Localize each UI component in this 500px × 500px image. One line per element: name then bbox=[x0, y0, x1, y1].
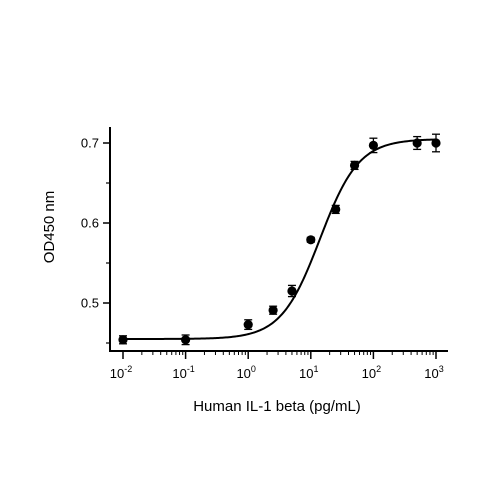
data-points bbox=[118, 138, 441, 345]
data-point bbox=[431, 138, 441, 148]
fit-curve-group bbox=[123, 138, 437, 340]
x-tick-label: 103 bbox=[424, 364, 443, 381]
x-tick-base: 10 bbox=[424, 366, 438, 381]
data-point bbox=[118, 335, 128, 345]
x-tick-exponent: 1 bbox=[314, 364, 319, 374]
data-point bbox=[412, 138, 422, 148]
data-point bbox=[243, 320, 253, 330]
x-tick-exponent: -1 bbox=[187, 364, 195, 374]
x-tick-label: 10-2 bbox=[110, 364, 132, 381]
x-tick-base: 10 bbox=[110, 366, 124, 381]
y-tick-label: 0.5 bbox=[81, 296, 99, 311]
tick-labels: 0.50.60.710-2 10-1 100 101 102 103 bbox=[81, 136, 444, 382]
y-tick-label: 0.6 bbox=[81, 216, 99, 231]
data-point bbox=[306, 235, 316, 245]
data-point bbox=[349, 160, 360, 170]
data-point bbox=[268, 305, 278, 315]
x-tick-label: 101 bbox=[299, 364, 318, 381]
error-bars bbox=[119, 133, 440, 346]
x-tick-base: 10 bbox=[299, 366, 313, 381]
data-point bbox=[181, 335, 191, 345]
y-axis-title: OD450 nm bbox=[41, 191, 58, 264]
data-point bbox=[368, 140, 378, 150]
x-tick-exponent: 2 bbox=[376, 364, 381, 374]
x-tick-base: 10 bbox=[362, 366, 376, 381]
x-tick-exponent: -2 bbox=[124, 364, 132, 374]
y-tick-label: 0.7 bbox=[81, 136, 99, 151]
ticks bbox=[103, 142, 437, 359]
x-tick-label: 102 bbox=[362, 364, 381, 381]
x-tick-base: 10 bbox=[236, 366, 250, 381]
x-axis-title: Human IL-1 beta (pg/mL) bbox=[193, 398, 361, 415]
x-tick-exponent: 0 bbox=[251, 364, 256, 374]
x-tick-label: 10-1 bbox=[172, 364, 194, 381]
x-tick-base: 10 bbox=[172, 366, 186, 381]
data-point bbox=[331, 204, 341, 214]
x-tick-label: 100 bbox=[236, 364, 255, 381]
fit-curve bbox=[123, 138, 437, 340]
x-tick-exponent: 3 bbox=[439, 364, 444, 374]
data-point bbox=[287, 286, 297, 296]
